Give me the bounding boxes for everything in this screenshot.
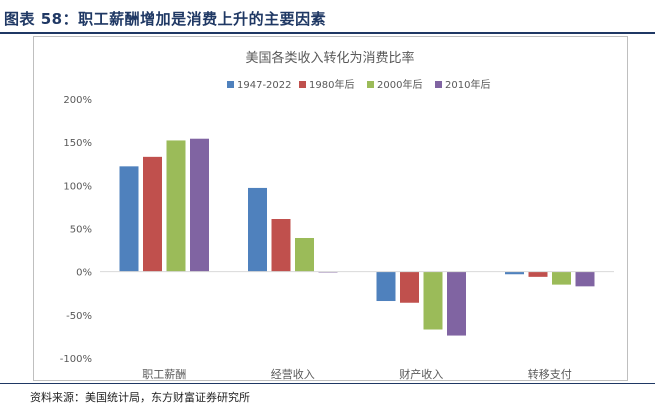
legend-label: 2010年后: [445, 78, 490, 91]
bar: [295, 237, 314, 272]
bar: [400, 271, 419, 303]
y-tick-label: 100%: [63, 181, 92, 192]
bar-chart: 美国各类收入转化为消费比率 1947-2022 1980年后 2000年后 2010年…: [60, 50, 614, 381]
y-tick-label: 150%: [63, 138, 92, 149]
bar-series: [119, 138, 595, 336]
bar: [143, 156, 162, 272]
x-category-label: 经营收入: [271, 367, 315, 380]
bar: [119, 166, 139, 272]
chart-title: 美国各类收入转化为消费比率: [245, 50, 414, 66]
y-tick-label: -100%: [60, 354, 92, 365]
chart-frame: 美国各类收入转化为消费比率 1947-2022 1980年后 2000年后 2010年…: [33, 36, 628, 381]
caption-rule: [0, 32, 655, 34]
bar: [505, 271, 524, 275]
x-category-label: 职工薪酬: [142, 368, 186, 380]
y-tick-label: 50%: [70, 225, 92, 236]
y-tick-label: -50%: [66, 311, 92, 322]
chart-legend: 1947-2022 1980年后 2000年后 2010年后: [227, 78, 490, 91]
legend-swatch: [367, 81, 374, 88]
legend-item: 2010年后: [435, 78, 490, 91]
y-tick-label: 200%: [63, 95, 92, 106]
legend-swatch: [435, 81, 442, 88]
figure-caption: 图表 58：职工薪酬增加是消费上升的主要因素: [4, 10, 327, 28]
bar: [447, 271, 466, 336]
legend-item: 1980年后: [299, 78, 354, 91]
bar: [575, 271, 595, 287]
y-axis: -100% -50% 0% 50% 100% 150% 200%: [60, 95, 92, 365]
source-note: 资料来源：美国统计局，东方财富证券研究所: [30, 391, 250, 404]
bar: [190, 138, 209, 272]
bar: [552, 271, 571, 285]
legend-swatch: [299, 81, 306, 88]
bar: [528, 271, 548, 277]
legend-label: 2000年后: [377, 78, 422, 91]
bar: [166, 140, 186, 272]
legend-label: 1980年后: [309, 78, 354, 91]
bar: [271, 219, 291, 272]
legend-swatch: [227, 81, 234, 88]
legend-label: 1947-2022: [237, 80, 292, 91]
bar: [423, 271, 443, 330]
x-axis: 职工薪酬 经营收入 财产收入 转移支付: [100, 271, 614, 381]
bar: [376, 271, 396, 302]
source-rule: [0, 383, 655, 384]
legend-item: 1947-2022: [227, 80, 292, 91]
x-category-label: 转移支付: [528, 367, 572, 380]
legend-item: 2000年后: [367, 78, 422, 91]
y-tick-label: 0%: [76, 268, 92, 279]
bar: [248, 187, 267, 272]
x-category-label: 财产收入: [399, 367, 443, 380]
